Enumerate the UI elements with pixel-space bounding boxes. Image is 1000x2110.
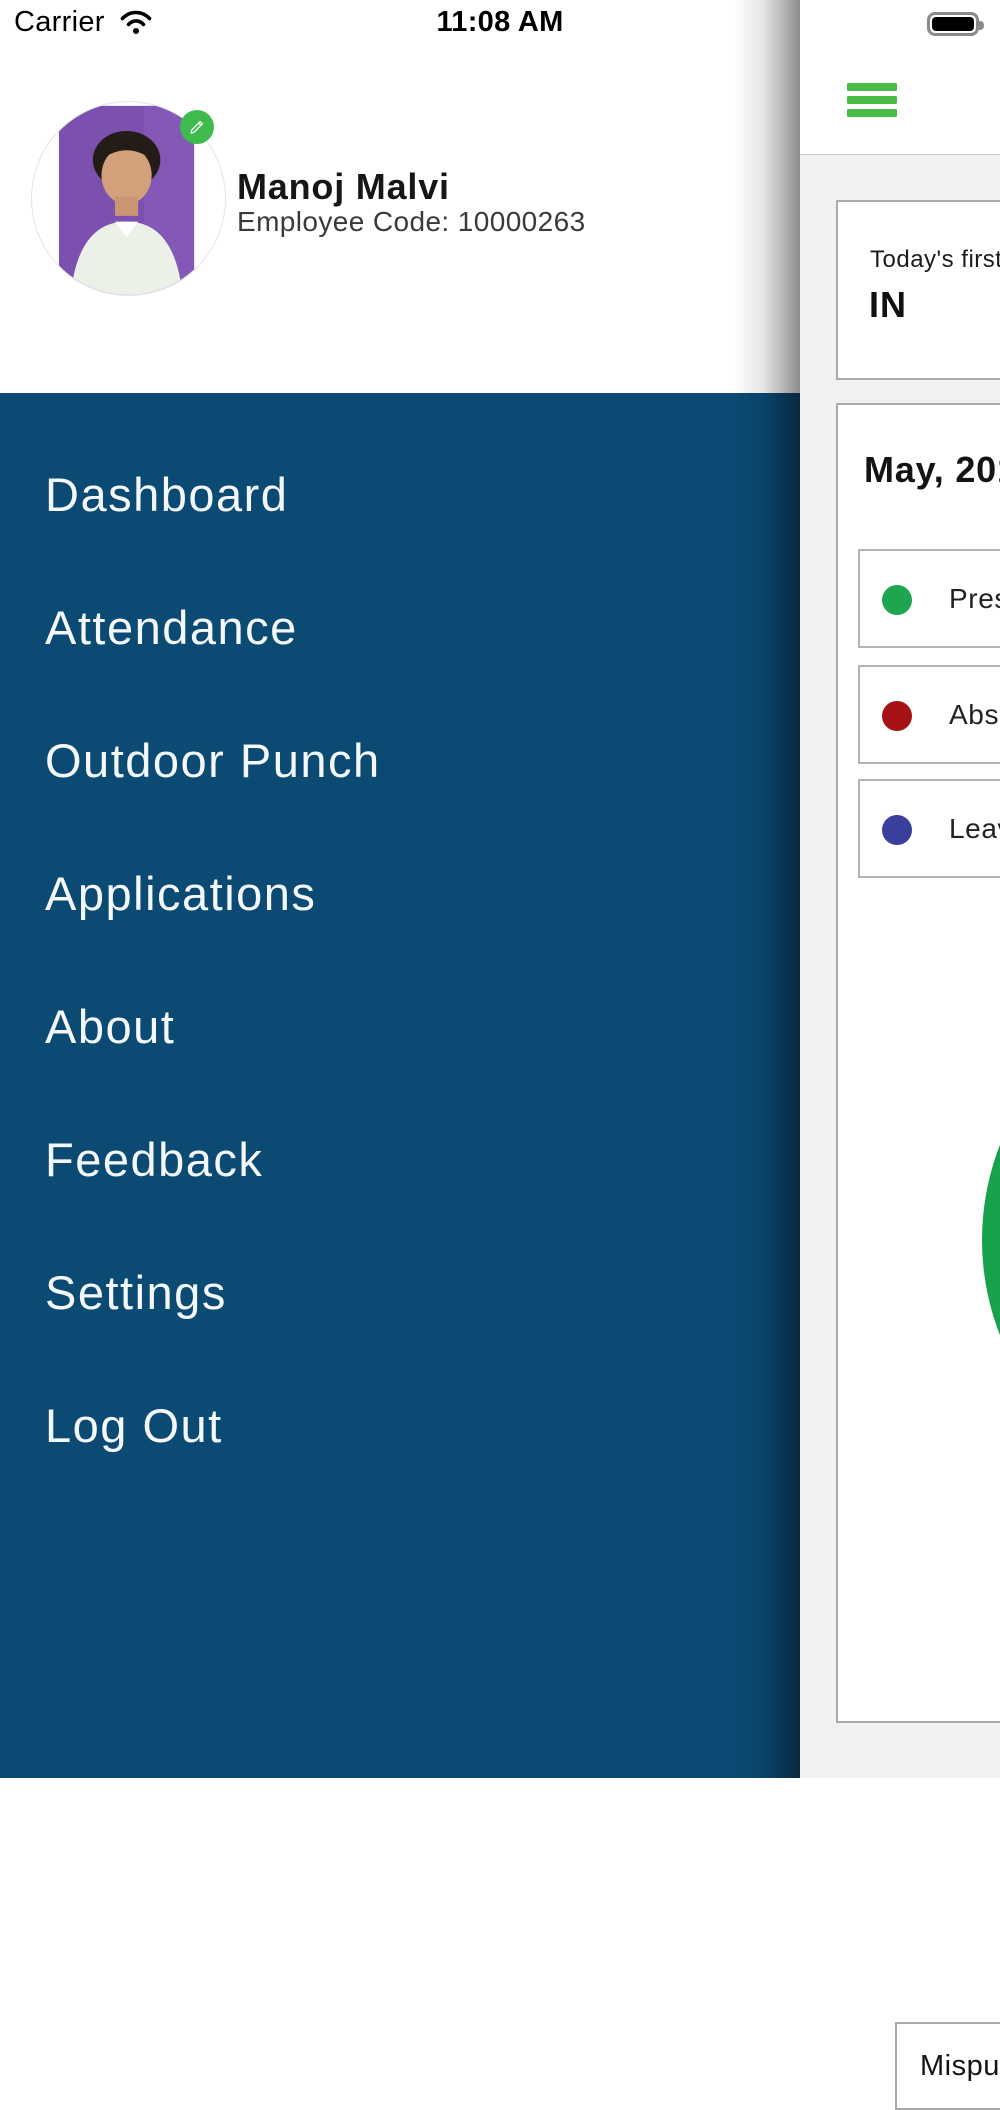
mispunch-stat-box[interactable]: Mispunch: [895, 2022, 1000, 2110]
legend-label-present: Present: [949, 583, 1000, 614]
main-content-panel: Today's first punch IN May, 2018 Present…: [800, 0, 1000, 2110]
carrier-label: Carrier: [14, 6, 105, 38]
legend-item-present[interactable]: Present: [858, 549, 1000, 648]
sidebar-item-about[interactable]: About: [45, 1000, 176, 1053]
first-punch-card: Today's first punch IN: [836, 200, 1000, 380]
sidebar-item-outdoor-punch[interactable]: Outdoor Punch: [45, 734, 381, 787]
sidebar-item-log-out[interactable]: Log Out: [45, 1399, 223, 1452]
first-punch-label: Today's first punch: [870, 246, 1000, 273]
month-attendance-card: May, 2018 Present Absent Leave Mispunch: [836, 403, 1000, 2110]
profile-name: Manoj Malvi: [237, 166, 450, 207]
pencil-edit-icon: [190, 120, 204, 134]
main-header: [800, 0, 1000, 155]
first-punch-value: IN: [869, 284, 907, 325]
absent-dot-icon: [882, 701, 912, 731]
legend-item-leave[interactable]: Leave: [858, 779, 1000, 878]
profile-employee-code: Employee Code: 10000263: [237, 206, 586, 237]
sidebar-item-settings[interactable]: Settings: [45, 1266, 227, 1319]
legend-item-absent[interactable]: Absent: [858, 665, 1000, 764]
battery-full-icon: [927, 12, 984, 36]
mispunch-label: Mispunch: [920, 2050, 1000, 2082]
sidebar-item-attendance[interactable]: Attendance: [45, 601, 298, 654]
sidebar-item-dashboard[interactable]: Dashboard: [45, 468, 289, 521]
wifi-icon: [118, 9, 154, 41]
avatar[interactable]: [31, 101, 226, 296]
present-dot-icon: [882, 585, 912, 615]
panel-edge-shadow: [734, 0, 800, 1778]
month-title: May, 2018: [864, 449, 1000, 490]
sidebar-item-feedback[interactable]: Feedback: [45, 1133, 264, 1186]
sidebar-item-applications[interactable]: Applications: [45, 867, 317, 920]
legend-label-leave: Leave: [949, 813, 1000, 844]
status-time: 11:08 AM: [436, 6, 564, 38]
hamburger-menu-icon[interactable]: [847, 83, 897, 117]
leave-dot-icon: [882, 815, 912, 845]
legend-label-absent: Absent: [949, 699, 1000, 730]
edit-profile-button[interactable]: [180, 110, 214, 144]
